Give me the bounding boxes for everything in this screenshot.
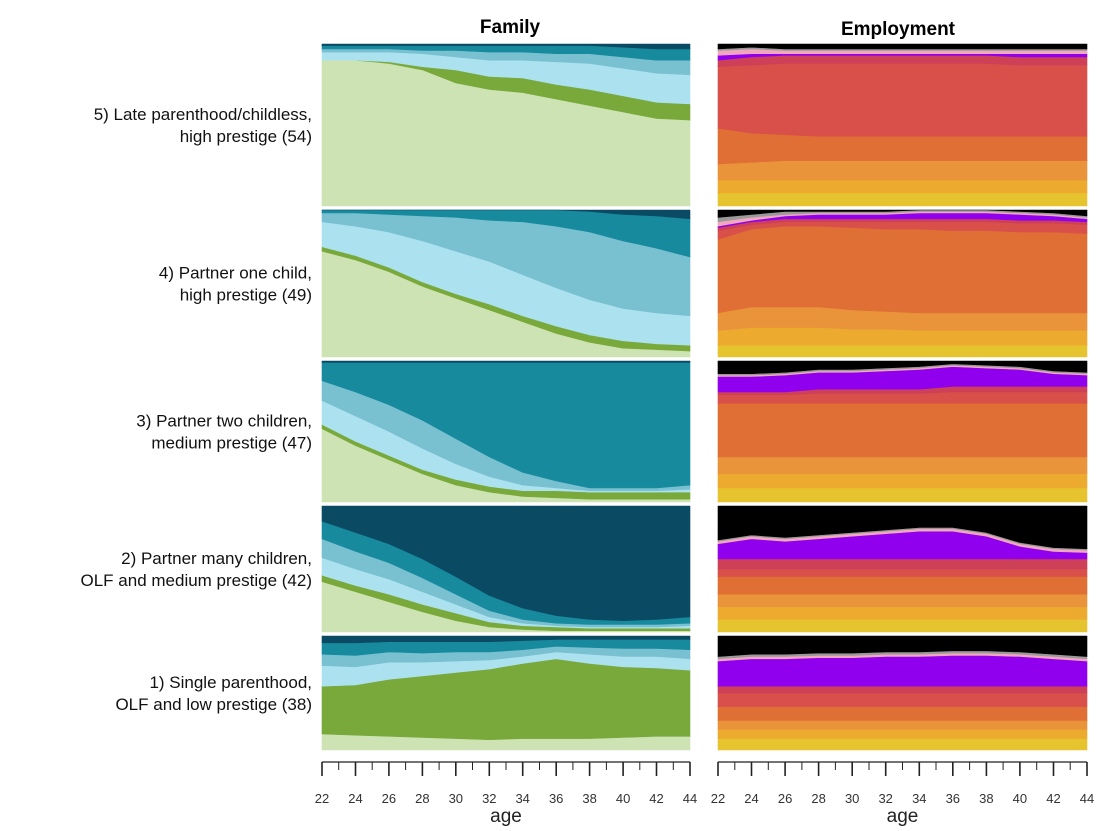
cluster-3-label-line1: 3) Partner two children, [136, 412, 312, 431]
employment-cluster-1-state-3-area [717, 706, 1088, 721]
employment-x-axis-label: age [887, 806, 919, 827]
family-x-axis-label: age [490, 806, 522, 827]
family-x-tick-label-24: 24 [348, 791, 362, 806]
employment-cluster-1-state-1-area [717, 729, 1088, 739]
employment-x-tick-label-30: 30 [845, 791, 859, 806]
employment-cluster-3-state-0-area [717, 487, 1088, 503]
family-cluster-5-state-5-area [321, 43, 691, 50]
employment-x-tick-label-40: 40 [1013, 791, 1027, 806]
employment-cluster-2-state-9-area [717, 505, 1088, 550]
employment-cluster-3-state-3-area [717, 403, 1088, 458]
family-cluster-2-state-5-area [321, 505, 691, 622]
employment-cluster-3-state-2-area [717, 456, 1088, 475]
employment-cluster-1-state-9-area [717, 635, 1088, 657]
cluster-labels: 5) Late parenthood/childless, high presti… [81, 105, 313, 714]
employment-cluster-5-state-4-area [717, 63, 1088, 137]
cluster-5-label-line1: 5) Late parenthood/childless, [94, 105, 312, 124]
cluster-1-label-line2: OLF and low prestige (38) [115, 695, 312, 714]
employment-cluster-2-state-3-area [717, 576, 1088, 595]
employment-x-tick-label-38: 38 [979, 791, 993, 806]
employment-cluster-2-state-4-area [717, 568, 1088, 577]
family-x-tick-label-22: 22 [315, 791, 329, 806]
employment-cluster-4-state-3-area [717, 225, 1088, 314]
cluster-2-label-line2: OLF and medium prestige (42) [81, 571, 313, 590]
employment-cluster-1-state-2-area [717, 720, 1088, 730]
employment-x-tick-label-22: 22 [711, 791, 725, 806]
family-cluster-4-state-5-area [322, 209, 691, 220]
cluster-2-label-line1: 2) Partner many children, [121, 549, 312, 568]
employment-cluster-4-state-9-area [717, 209, 1088, 218]
employment-cluster-2-state-2-area [717, 593, 1088, 608]
employment-x-tick-label-32: 32 [878, 791, 892, 806]
cluster-1-label-line1: 1) Single parenthood, [149, 673, 312, 692]
family-x-tick-label-44: 44 [683, 791, 697, 806]
cluster-5-label-line2: high prestige (54) [180, 127, 312, 146]
family-x-tick-label-38: 38 [582, 791, 596, 806]
chart-areas [321, 43, 1088, 751]
family-x-tick-label-42: 42 [649, 791, 663, 806]
employment-x-tick-label-36: 36 [946, 791, 960, 806]
cluster-4-label-line1: 4) Partner one child, [159, 264, 312, 283]
employment-cluster-5-state-0-area [717, 192, 1088, 207]
employment-x-tick-label-44: 44 [1080, 791, 1094, 806]
employment-cluster-1-state-6-area [717, 655, 1088, 687]
employment-cluster-2-state-0-area [717, 619, 1088, 633]
family-x-tick-label-40: 40 [616, 791, 630, 806]
employment-cluster-1-state-5-area [717, 685, 1088, 694]
employment-cluster-2-state-1-area [717, 606, 1088, 620]
employment-cluster-5-state-1-area [717, 179, 1088, 194]
cluster-3-label-line2: medium prestige (47) [151, 434, 312, 453]
family-x-tick-label-34: 34 [515, 791, 529, 806]
employment-cluster-5-state-9-area [717, 43, 1088, 50]
family-x-tick-label-32: 32 [482, 791, 496, 806]
family-x-tick-label-36: 36 [549, 791, 563, 806]
employment-cluster-1-state-4-area [717, 692, 1088, 707]
employment-cluster-1-state-0-area [717, 738, 1088, 751]
employment-x-tick-label-34: 34 [912, 791, 926, 806]
family-x-tick-label-30: 30 [449, 791, 463, 806]
employment-cluster-4-state-0-area [717, 344, 1088, 358]
employment-x-tick-label-42: 42 [1046, 791, 1060, 806]
employment-cluster-5-state-2-area [717, 160, 1088, 181]
family-panel-title: Family [480, 17, 541, 38]
employment-x-tick-label-26: 26 [778, 791, 792, 806]
employment-x-tick-label-28: 28 [811, 791, 825, 806]
employment-x-tick-label-24: 24 [744, 791, 758, 806]
family-cluster-1-state-5-area [321, 635, 691, 644]
employment-cluster-2-state-5-area [717, 558, 1088, 570]
family-x-tick-label-28: 28 [415, 791, 429, 806]
family-cluster-3-state-5-area [321, 360, 691, 363]
family-x-tick-label-26: 26 [382, 791, 396, 806]
cluster-4-label-line2: high prestige (49) [180, 286, 312, 305]
employment-cluster-3-state-1-area [717, 473, 1088, 489]
x-axes: 22 24 26 28 30 32 34 36 38 40 42 44 age 22 24 26 28 30 32 3… [315, 761, 1094, 827]
employment-panel-title: Employment [841, 19, 956, 40]
employment-cluster-3-state-9-area [717, 360, 1088, 374]
